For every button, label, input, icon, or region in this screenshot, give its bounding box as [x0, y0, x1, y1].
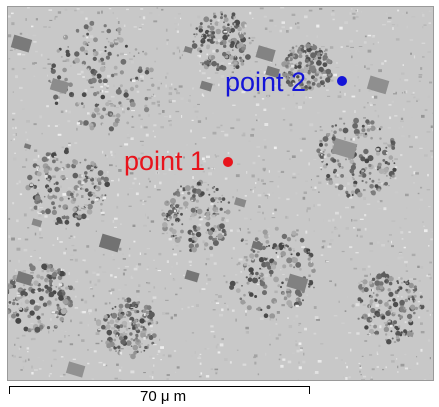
point-1-label: point 1	[124, 146, 206, 176]
point-2-label: point 2	[225, 67, 307, 97]
micrograph-texture	[8, 7, 433, 380]
sem-micrograph	[7, 6, 434, 381]
point-2-marker	[337, 76, 347, 86]
scale-bar-label: 70 μ m	[140, 388, 187, 405]
point-1-marker	[223, 157, 233, 167]
scale-bar	[9, 386, 310, 394]
